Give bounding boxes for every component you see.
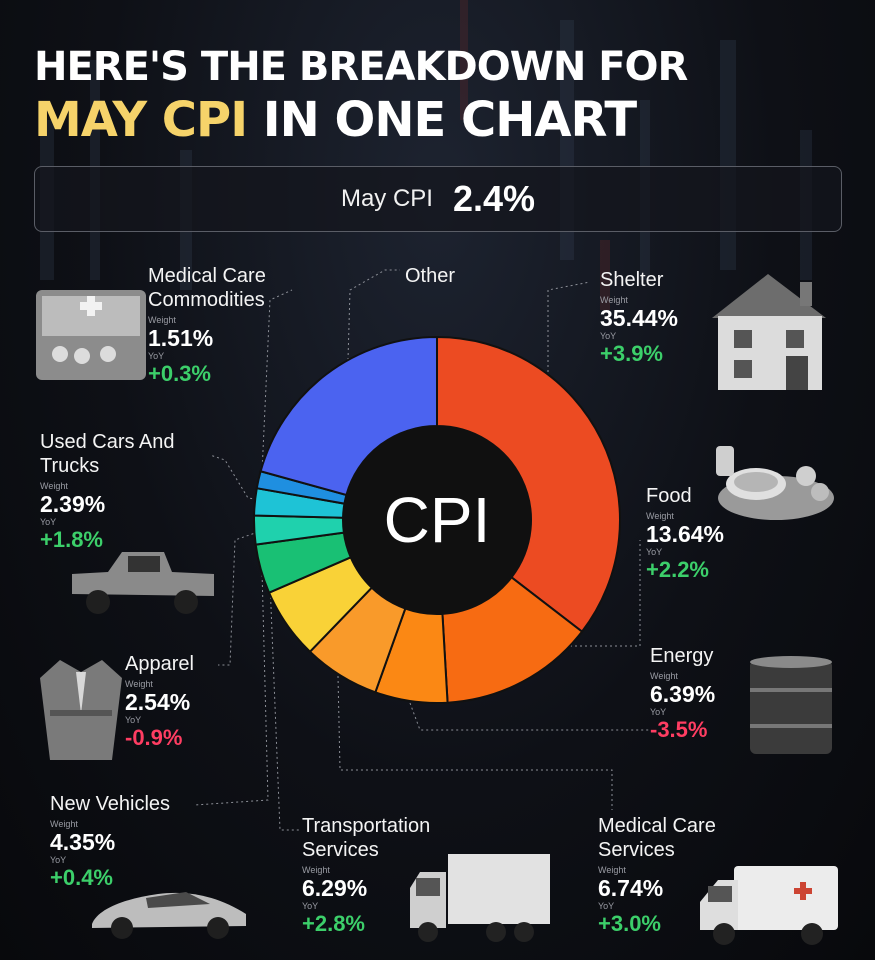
donut-hole: [343, 426, 531, 614]
food-name: Food: [646, 485, 692, 507]
weight-caption: Weight: [646, 511, 674, 521]
energy-name: Energy: [650, 645, 714, 667]
yoy-caption: YoY: [50, 855, 67, 865]
new-vehicles-yoy: +0.4%: [50, 865, 113, 890]
donut-slice-medical-care-services: [308, 586, 407, 694]
label-medical-care-commodities: Medical Care Commodities Weight 1.51% Yo…: [148, 264, 266, 387]
weight-caption: Weight: [600, 295, 628, 305]
weight-caption: Weight: [148, 315, 176, 325]
apparel-weight: 2.54%: [125, 689, 191, 715]
donut-slice-medical-care-commodities: [255, 470, 348, 505]
pickup-truck-icon: [72, 552, 214, 614]
title-line-1: HERE'S THE BREAKDOWN FOR: [34, 44, 688, 90]
used-cars-yoy: +1.8%: [40, 527, 103, 552]
ambulance-icon: [700, 866, 838, 945]
weight-caption: Weight: [650, 671, 678, 681]
medical-services-weight: 6.74%: [598, 875, 664, 901]
shelter-weight: 35.44%: [600, 305, 679, 331]
used-cars-name: Used Cars And Trucks: [40, 431, 175, 477]
label-transportation-services: Transportation Services Weight 6.29% YoY…: [302, 814, 430, 937]
donut-slice-used-cars-and-trucks: [253, 487, 346, 519]
energy-weight: 6.39%: [650, 681, 716, 707]
truck-icon: [410, 854, 550, 942]
medical-kit-icon: [36, 290, 146, 380]
medical-commodities-weight: 1.51%: [148, 325, 214, 351]
donut-slice-energy: [374, 607, 449, 704]
label-shelter: Shelter Weight 35.44% YoY +3.9%: [600, 268, 678, 367]
transportation-yoy: +2.8%: [302, 911, 365, 936]
food-weight: 13.64%: [646, 521, 725, 547]
yoy-caption: YoY: [600, 331, 617, 341]
food-yoy: +2.2%: [646, 557, 709, 582]
yoy-caption: YoY: [148, 351, 165, 361]
yoy-caption: YoY: [40, 517, 57, 527]
medical-commodities-name: Medical Care Commodities: [148, 265, 266, 311]
yoy-caption: YoY: [598, 901, 615, 911]
medical-commodities-yoy: +0.3%: [148, 361, 211, 386]
weight-caption: Weight: [125, 679, 153, 689]
other-name: Other: [405, 265, 456, 287]
headline-value: 2.4%: [452, 178, 536, 219]
food-bowl-icon: [716, 446, 834, 520]
house-icon: [712, 274, 826, 390]
donut-slice-food: [441, 575, 584, 704]
weight-caption: Weight: [598, 865, 626, 875]
used-cars-weight: 2.39%: [40, 491, 106, 517]
blazer-icon: [40, 660, 122, 760]
weight-caption: Weight: [302, 865, 330, 875]
transportation-name: Transportation Services: [302, 815, 431, 861]
headline-cpi-box: May CPI 2.4%: [34, 166, 842, 232]
donut-slice-new-vehicles: [254, 531, 353, 594]
weight-caption: Weight: [50, 819, 78, 829]
transportation-weight: 6.29%: [302, 875, 368, 901]
headline-label: May CPI: [340, 185, 433, 212]
sports-car-icon: [92, 892, 246, 939]
title-line-2: MAY CPI IN ONE CHART: [34, 92, 637, 148]
title-highlight: MAY CPI: [34, 92, 248, 148]
weight-caption: Weight: [40, 481, 68, 491]
donut-slice-shelter: [436, 335, 621, 634]
label-apparel: Apparel Weight 2.54% YoY -0.9%: [125, 652, 194, 751]
medical-services-name: Medical Care Services: [598, 815, 716, 861]
label-food: Food Weight 13.64% YoY +2.2%: [646, 484, 724, 583]
label-medical-care-services: Medical Care Services Weight 6.74% YoY +…: [598, 814, 716, 937]
apparel-yoy: -0.9%: [125, 725, 183, 750]
yoy-caption: YoY: [125, 715, 142, 725]
apparel-name: Apparel: [125, 653, 194, 675]
donut-center-label: CPI: [384, 484, 491, 556]
oil-barrel-icon: [750, 656, 832, 754]
label-used-cars-and-trucks: Used Cars And Trucks Weight 2.39% YoY +1…: [40, 430, 175, 553]
yoy-caption: YoY: [646, 547, 663, 557]
donut-slice-apparel: [253, 514, 345, 546]
donut-slice-other: [259, 335, 438, 497]
yoy-caption: YoY: [650, 707, 667, 717]
donut-slice-transportation-services: [267, 556, 374, 654]
title-rest: IN ONE CHART: [247, 92, 637, 148]
energy-yoy: -3.5%: [650, 717, 708, 742]
shelter-name: Shelter: [600, 269, 664, 291]
new-vehicles-weight: 4.35%: [50, 829, 116, 855]
label-other: Other: [405, 264, 455, 288]
yoy-caption: YoY: [302, 901, 319, 911]
medical-services-yoy: +3.0%: [598, 911, 661, 936]
new-vehicles-name: New Vehicles: [50, 793, 171, 815]
label-new-vehicles: New Vehicles Weight 4.35% YoY +0.4%: [50, 792, 170, 891]
shelter-yoy: +3.9%: [600, 341, 663, 366]
label-energy: Energy Weight 6.39% YoY -3.5%: [650, 644, 715, 743]
